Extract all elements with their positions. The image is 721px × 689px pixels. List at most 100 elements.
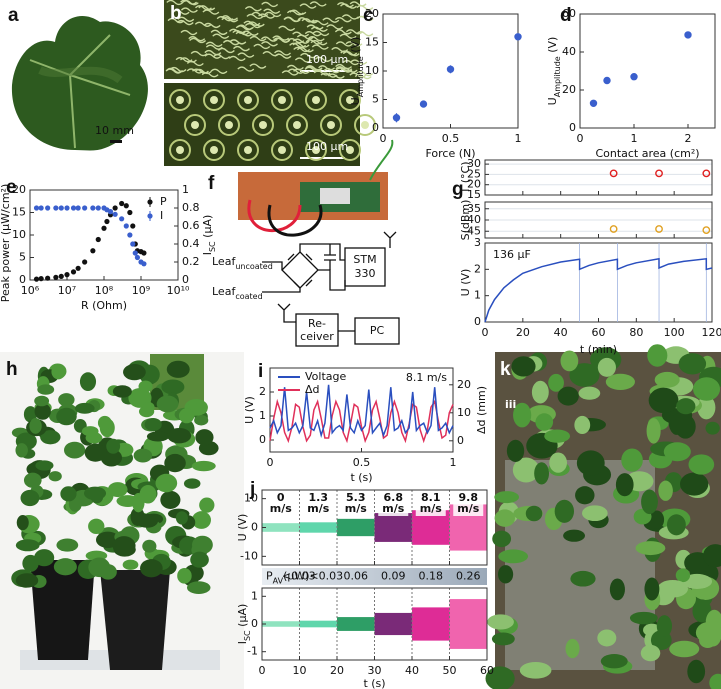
legend-label: I	[160, 209, 163, 222]
texture	[349, 1, 367, 7]
y2-axis-label: ISC (µA)	[236, 604, 252, 645]
y-tick-label: 3	[474, 236, 481, 249]
leaf	[703, 544, 721, 568]
leaf	[575, 486, 595, 505]
leaf	[663, 442, 691, 462]
point	[702, 226, 711, 235]
label-part: Amplitude	[553, 56, 562, 97]
x-tick-label: 20	[516, 326, 530, 339]
leaf	[84, 443, 107, 462]
cell	[305, 139, 327, 161]
leaf	[641, 489, 658, 515]
leaf	[658, 480, 673, 501]
texture	[356, 31, 374, 37]
leaf	[34, 403, 51, 420]
texture	[327, 73, 345, 79]
point	[630, 72, 638, 81]
panel-label: h	[6, 359, 18, 380]
receiver-label: Re-	[308, 317, 326, 330]
leaf	[142, 401, 155, 413]
speed-unit: m/s	[270, 502, 292, 515]
leaf	[48, 471, 62, 482]
x-tick-label: 10	[293, 664, 307, 677]
scale-bar-label: 100 µm	[306, 53, 348, 66]
x-tick-label: 10⁹	[132, 284, 150, 297]
leaf	[548, 373, 564, 392]
texture	[180, 57, 197, 63]
leaf	[167, 427, 192, 444]
speed-box	[340, 492, 371, 516]
y-tick-label: 15	[365, 36, 379, 49]
panel-label: i	[258, 361, 263, 382]
texture	[278, 25, 296, 31]
label-part: (V)	[349, 37, 362, 57]
leaf	[621, 448, 643, 472]
texture	[205, 41, 223, 47]
point	[64, 205, 70, 211]
leaf	[155, 473, 178, 493]
leaf	[519, 661, 552, 679]
u-band	[262, 523, 300, 532]
leaf	[192, 535, 213, 555]
speed-box	[415, 492, 446, 516]
texture	[283, 16, 301, 22]
y-tick-label: 20	[365, 7, 379, 20]
annotation: 136 µF	[493, 248, 531, 261]
leaf	[494, 491, 519, 504]
x-tick-label: 0	[577, 132, 584, 145]
y-axis-label: T (°C)	[459, 162, 472, 195]
point	[119, 216, 125, 222]
y-tick-label: 1	[251, 589, 258, 602]
y-tick-label: 10	[365, 64, 379, 77]
point	[609, 169, 618, 178]
point	[589, 99, 598, 108]
leaf	[609, 578, 625, 601]
point	[82, 205, 88, 211]
point	[75, 205, 81, 211]
x-tick-label: 50	[443, 664, 457, 677]
texture	[286, 64, 304, 71]
panel-label: f	[208, 173, 215, 194]
panel-label: c	[363, 5, 374, 26]
y-tick-label: -40	[463, 213, 481, 226]
leaf	[195, 429, 214, 446]
y-tick-label: 0	[372, 121, 379, 134]
cell	[259, 121, 267, 129]
point	[38, 205, 44, 211]
speed-unit: m/s	[345, 502, 367, 515]
point	[112, 205, 118, 211]
y-tick-label: 5	[19, 251, 26, 264]
texture	[246, 13, 264, 20]
leaf	[136, 513, 159, 528]
texture	[294, 57, 312, 63]
x-tick-label: 10⁶	[21, 284, 40, 297]
p-av-label: PAV(µW)	[266, 570, 310, 586]
x-axis-label: R (Ohm)	[81, 299, 127, 312]
receiver-label: ceiver	[300, 330, 334, 343]
point	[58, 205, 64, 211]
label-part: SC	[243, 630, 252, 641]
cell	[286, 114, 308, 136]
y-axis-label: Peak power (µW/cm²)	[0, 184, 12, 302]
texture	[342, 50, 360, 57]
cell	[225, 121, 233, 129]
texture	[233, 45, 250, 52]
module-label: 330	[355, 267, 376, 280]
texture	[237, 66, 255, 72]
leaf	[648, 387, 679, 414]
texture	[243, 20, 261, 26]
leaf	[511, 356, 536, 377]
y2-tick-label: 20	[457, 378, 471, 391]
annotation: 8.1 m/s	[406, 371, 447, 384]
texture	[229, 39, 247, 45]
y-tick-label: -35	[463, 202, 481, 215]
leaf	[485, 666, 515, 689]
leaf	[79, 372, 97, 392]
leaf	[107, 482, 128, 498]
panel-label: g	[452, 179, 464, 200]
p-av-value: 0.06	[344, 570, 369, 583]
cell	[293, 121, 301, 129]
texture	[322, 17, 340, 23]
leaf	[88, 518, 105, 535]
